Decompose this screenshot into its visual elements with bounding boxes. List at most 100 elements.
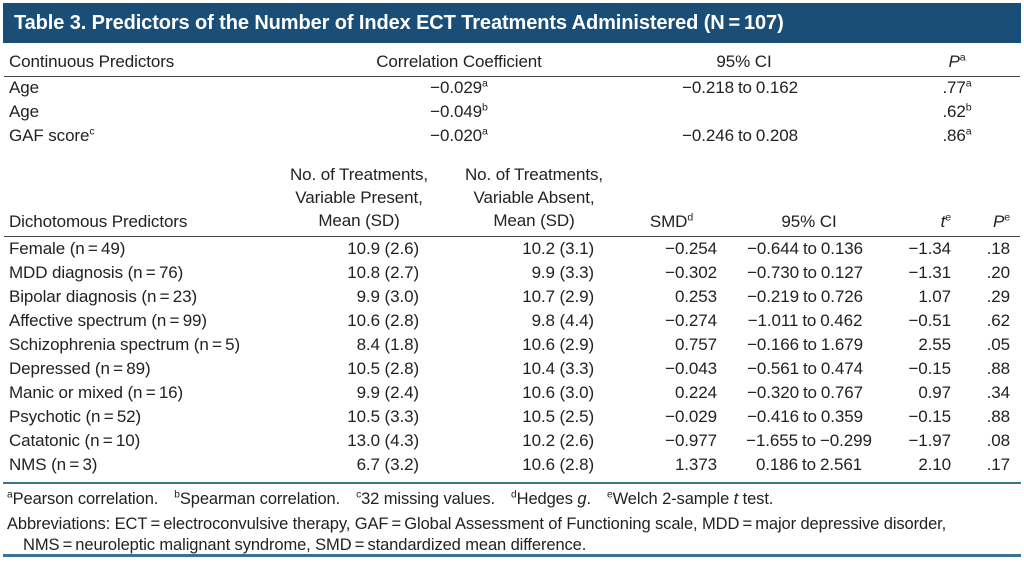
abbreviations-text: Abbreviations: ECT = electroconvulsive t… [7,515,947,554]
cell-predictor: GAF scorec [9,125,95,145]
footnote: eWelch 2-sample t test. [606,489,774,508]
cell-t-statistic: −0.51 [908,310,951,330]
cell-p-value: .88 [986,406,1010,426]
cell-smd: 1.373 [674,454,717,474]
footnote: dHedges g. [511,489,591,508]
cell-absent-mean: 10.5 (2.5) [522,406,594,426]
cell-present-mean: 10.5 (2.8) [347,358,419,378]
cell-present-mean: 10.5 (3.3) [347,406,419,426]
cell-smd: −0.977 [665,430,717,450]
header-dich-p-value: Pe [959,163,1020,237]
cell-correlation-coefficient: −0.049b [430,101,488,121]
table-row: Age −0.029a −0.218 to 0.162 .77a [4,76,1020,100]
cell-95-ci: −0.166 to 1.679 [747,334,863,354]
continuous-predictors-table: Continuous Predictors Correlation Coeffi… [4,49,1020,148]
cell-predictor: Female (n = 49) [9,238,126,258]
cell-p-value: .34 [986,382,1010,402]
cell-present-mean: 9.9 (2.4) [356,382,420,402]
header-treatments-variable-present: No. of Treatments, Variable Present, Mea… [274,163,444,237]
table-row: Catatonic (n = 10) 13.0 (4.3) 10.2 (2.6) −0… [4,429,1020,453]
footnote-line: aPearson correlation. bSpearman correlati… [7,489,1017,509]
footnote: aPearson correlation. [7,489,159,508]
cell-present-mean: 10.6 (2.8) [347,310,419,330]
cell-p-value: .86a [942,125,972,145]
cell-t-statistic: −1.31 [908,262,951,282]
cell-p-value: .17 [986,454,1010,474]
cell-absent-mean: 10.2 (2.6) [522,430,594,450]
header-continuous-predictors: Continuous Predictors [4,49,324,77]
table-row: Schizophrenia spectrum (n = 5) 8.4 (1.8) 1… [4,333,1020,357]
cell-predictor: Psychotic (n = 52) [9,406,142,426]
table-title-bar: Table 3. Predictors of the Number of Ind… [3,3,1021,43]
cell-95-ci: −0.246 to 0.208 [682,126,798,145]
header-dichotomous-predictors: Dichotomous Predictors [4,163,274,237]
cell-smd: −0.302 [665,262,717,282]
cell-predictor: Bipolar diagnosis (n = 23) [9,286,198,306]
header-p-value: Pa [894,49,1020,77]
dichotomous-header-row: Dichotomous Predictors No. of Treatments… [4,163,1020,237]
header-t-statistic: te [899,163,959,237]
table-row: Depressed (n = 89) 10.5 (2.8) 10.4 (3.3) −0… [4,357,1020,381]
cell-present-mean: 13.0 (4.3) [347,430,419,450]
cell-predictor: Schizophrenia spectrum (n = 5) [9,334,241,354]
cell-smd: 0.224 [674,382,717,402]
cell-t-statistic: 2.10 [918,454,951,474]
cell-predictor: MDD diagnosis (n = 76) [9,262,184,282]
header-95-ci: 95% CI [594,49,894,77]
footnotes-block: aPearson correlation. bSpearman correlati… [7,489,1017,556]
cell-p-value: .29 [986,286,1010,306]
header-smd: SMDd [624,163,719,237]
cell-95-ci: −0.218 to 0.162 [682,78,798,98]
cell-correlation-coefficient: −0.020a [430,125,488,145]
cell-predictor: Depressed (n = 89) [9,358,151,378]
cell-95-ci: −0.730 to 0.127 [747,262,863,282]
cell-correlation-coefficient: −0.029a [430,77,488,98]
table-row: Manic or mixed (n = 16) 9.9 (2.4) 10.6 (3.… [4,381,1020,405]
cell-95-ci: −0.416 to 0.359 [747,406,863,426]
cell-predictor: NMS (n = 3) [9,454,98,474]
cell-t-statistic: 2.55 [918,334,951,354]
cell-present-mean: 10.9 (2.6) [347,238,419,258]
cell-present-mean: 10.8 (2.7) [347,262,419,282]
cell-t-statistic: −0.15 [908,406,951,426]
cell-t-statistic: −1.34 [908,238,951,258]
cell-absent-mean: 10.6 (2.9) [522,334,594,354]
dichotomous-predictors-table: Dichotomous Predictors No. of Treatments… [4,163,1020,477]
table-row: NMS (n = 3) 6.7 (3.2) 10.6 (2.8) 1.373 0.186… [4,453,1020,477]
cell-smd: −0.254 [665,238,717,258]
dichotomous-tbody: Female (n = 49) 10.9 (2.6) 10.2 (3.1) −0.25… [4,237,1020,477]
header-correlation-coefficient: Correlation Coefficient [324,49,594,77]
cell-95-ci: −0.561 to 0.474 [747,358,863,378]
cell-p-value: .62b [942,101,972,121]
cell-p-value: .88 [986,358,1010,378]
cell-absent-mean: 10.6 (3.0) [522,382,594,402]
cell-absent-mean: 10.4 (3.3) [522,358,594,378]
cell-p-value: .77a [942,77,972,98]
cell-smd: −0.029 [665,406,717,426]
cell-smd: 0.253 [674,286,717,306]
cell-t-statistic: 1.07 [918,286,951,306]
cell-predictor: Age [9,78,39,98]
cell-95-ci [594,100,894,124]
table-title: Table 3. Predictors of the Number of Ind… [14,11,784,34]
cell-p-value: .08 [986,430,1010,450]
cell-smd: −0.043 [665,358,717,378]
cell-t-statistic: 0.97 [918,382,951,402]
cell-p-value: .62 [986,310,1010,330]
cell-absent-mean: 9.9 (3.3) [531,262,595,282]
footnote-divider [3,482,1021,484]
cell-present-mean: 9.9 (3.0) [356,286,420,306]
table-row: Affective spectrum (n = 99) 10.6 (2.8) 9.8… [4,309,1020,333]
cell-t-statistic: −0.15 [908,358,951,378]
cell-present-mean: 8.4 (1.8) [356,334,420,354]
cell-smd: −0.274 [665,310,717,330]
table-row: Bipolar diagnosis (n = 23) 9.9 (3.0) 10.7 … [4,285,1020,309]
table-row: Age −0.049b .62b [4,100,1020,124]
cell-absent-mean: 10.6 (2.8) [522,454,594,474]
continuous-tbody: Age −0.029a −0.218 to 0.162 .77a Age −0.049b .62… [4,76,1020,148]
cell-p-value: .20 [986,262,1010,282]
cell-predictor: Affective spectrum (n = 99) [9,310,207,330]
table-row: GAF scorec −0.020a −0.246 to 0.208 .86a [4,124,1020,148]
cell-predictor: Manic or mixed (n = 16) [9,382,184,402]
